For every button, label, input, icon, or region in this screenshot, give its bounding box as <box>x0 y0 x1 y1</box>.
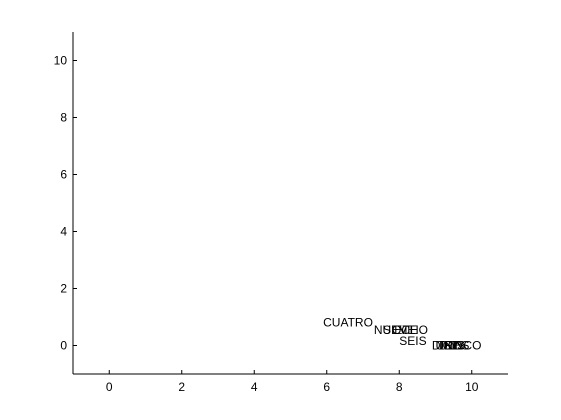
x-tick-label: 4 <box>251 380 258 394</box>
point-label-seis: SEIS <box>399 334 426 348</box>
point-label-ocho: OCHO <box>392 323 428 337</box>
y-tick-label: 8 <box>60 111 67 125</box>
y-tick-label: 10 <box>54 54 68 68</box>
point-label-diez: DIEZ <box>432 339 459 353</box>
point-label-siete: SIETE <box>383 323 418 337</box>
y-tick-label: 2 <box>60 282 67 296</box>
axes <box>72 32 508 375</box>
point-label-dos: DOS <box>439 339 465 353</box>
y-tick-label: 6 <box>60 168 67 182</box>
point-label-cuatro: CUATRO <box>323 316 373 330</box>
x-tick-label: 2 <box>178 380 185 394</box>
x-tick-label: 10 <box>465 380 479 394</box>
point-label-tres: TRES <box>437 339 469 353</box>
point-label-uno: UNO <box>436 339 463 353</box>
point-label-nueve: NUEVE <box>374 323 415 337</box>
x-tick-label: 6 <box>323 380 330 394</box>
point-label-cinco: CINCO <box>443 339 482 353</box>
x-tick-label: 8 <box>396 380 403 394</box>
x-axis-ticks: 0 2 4 6 8 10 <box>106 370 479 394</box>
y-tick-label: 4 <box>60 225 67 239</box>
x-tick-label: 0 <box>106 380 113 394</box>
y-axis-ticks: 0 2 4 6 8 10 <box>54 54 77 353</box>
y-tick-label: 0 <box>60 339 67 353</box>
